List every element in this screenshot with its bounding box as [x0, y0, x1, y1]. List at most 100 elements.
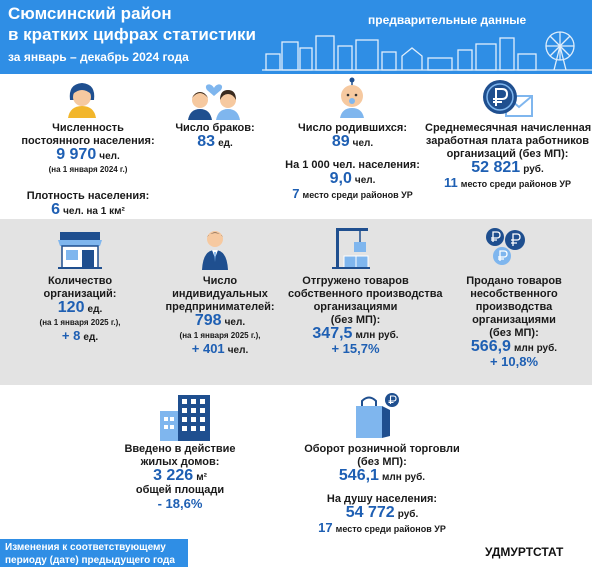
entrepreneurs-label-2: индивидуальных	[172, 288, 268, 300]
shipped-label-4: (без МП):	[330, 314, 381, 326]
entrepreneurs-change-unit: чел.	[227, 345, 249, 356]
ruble-coins-icon	[486, 228, 525, 265]
change-legend-line-2: периоду (дате) предыдущего года	[5, 555, 175, 566]
sold-change: + 10,8%	[489, 354, 539, 369]
retail-rank-value: 17	[318, 520, 333, 535]
salary-label-2: заработная плата работников	[425, 135, 590, 147]
entrepreneurs-note: (на 1 января 2025 г.),	[179, 331, 261, 340]
salary-label-1: Среднемесячная начисленная	[425, 122, 592, 134]
shipped-block: Отгружено товаров собственного производс…	[288, 275, 443, 357]
organizations-block: Количество организаций: 120 ед. (на 1 ян…	[10, 275, 150, 344]
sold-label-5: (без МП):	[489, 327, 539, 339]
salary-value: 52 821	[471, 159, 521, 176]
couple-heart-icon	[188, 84, 240, 120]
housing-unit: м²	[196, 472, 207, 483]
housing-change: - 18,6%	[157, 496, 203, 511]
housing-label-3: общей площади	[135, 484, 225, 496]
shipped-unit: млн руб.	[355, 330, 399, 341]
retail-block: Оборот розничной торговли (без МП): 546,…	[292, 443, 472, 536]
entrepreneurs-value: 798	[194, 312, 222, 329]
page-title: Сюмсинский район	[8, 4, 172, 23]
births-value: 89	[331, 133, 350, 150]
shopping-bag-icon	[356, 393, 399, 438]
sold-unit: млн руб.	[514, 343, 558, 354]
births-per1000-label: На 1 000 чел. населения:	[285, 159, 420, 171]
sold-label-2: несобственного	[470, 288, 558, 300]
entrepreneurs-label-3: предпринимателей:	[165, 301, 275, 313]
entrepreneurs-unit: чел.	[224, 317, 246, 328]
births-block: Число родившихся: 89 чел. На 1 000 чел. …	[280, 122, 425, 202]
city-skyline-icon	[262, 31, 592, 71]
housing-block: Введено в действие жилых домов: 3 226 м²…	[110, 443, 250, 512]
births-per1000-value: 9,0	[329, 170, 352, 187]
page-subtitle: в кратких цифрах статистики	[8, 25, 256, 44]
shipped-label-2: собственного производства	[288, 288, 443, 300]
density-value: 6	[51, 201, 61, 218]
housing-value: 3 226	[153, 467, 194, 484]
apartment-building-icon	[160, 395, 210, 441]
marriages-value: 83	[197, 133, 216, 150]
sold-label-1: Продано товаров	[466, 275, 562, 287]
density-label: Плотность населения:	[26, 190, 150, 202]
housing-label-1: Введено в действие	[124, 443, 236, 455]
baby-icon	[340, 77, 364, 118]
salary-block: Среднемесячная начисленная заработная пл…	[425, 122, 592, 191]
retail-percap-unit: руб.	[397, 509, 419, 520]
store-building-icon	[58, 232, 102, 269]
salary-rank-value: 11	[443, 175, 458, 190]
marriages-block: Число браков: 83 ед.	[160, 122, 270, 150]
retail-label-2: (без МП):	[357, 456, 407, 468]
retail-label-1: Оборот розничной торговли	[304, 443, 460, 455]
entrepreneurs-change: + 401	[191, 341, 225, 356]
shipped-label-3: организациями	[313, 301, 398, 313]
organizations-value: 120	[57, 299, 85, 316]
retail-unit: млн руб.	[382, 472, 426, 483]
retail-value: 546,1	[338, 467, 379, 484]
sold-label-3: производства	[475, 301, 553, 313]
change-legend-line-1: Изменения к соответствующему	[5, 542, 166, 553]
population-note: (на 1 января 2024 г.)	[48, 165, 128, 174]
population-label-1: Численность	[52, 122, 124, 134]
header-banner: Сюмсинский район в кратких цифрах статис…	[0, 0, 592, 74]
entrepreneurs-block: Число индивидуальных предпринимателей: 7…	[155, 275, 285, 357]
population-value: 9 970	[56, 146, 97, 163]
change-legend-note: Изменения к соответствующему периоду (да…	[0, 539, 188, 567]
sold-block: Продано товаров несобственного производс…	[440, 275, 588, 370]
births-label: Число родившихся:	[297, 122, 407, 134]
sold-label-4: организациями	[472, 314, 556, 326]
salary-unit: руб.	[523, 164, 544, 175]
births-rank-text: место среди районов УР	[302, 190, 413, 200]
births-per1000-unit: чел.	[354, 175, 376, 186]
salary-label-3: организаций (без МП):	[446, 148, 569, 160]
preliminary-label: предварительные данные	[368, 13, 527, 27]
retail-percap-label: На душу населения:	[326, 493, 438, 505]
ruble-coin-envelope-icon	[483, 80, 533, 117]
businessman-icon	[202, 231, 228, 270]
brand-logo-text: УДМУРТСТАТ	[485, 545, 564, 559]
organizations-label-2: организаций:	[43, 288, 117, 300]
organizations-note: (на 1 января 2025 г.),	[39, 318, 121, 327]
marriages-label: Число браков:	[175, 122, 255, 134]
organizations-change-unit: ед.	[83, 332, 99, 343]
births-unit: чел.	[352, 138, 374, 149]
density-unit: чел. на 1 км²	[63, 206, 125, 217]
woman-avatar-icon	[68, 83, 96, 118]
population-block: Численность постоянного населения: 9 970…	[8, 122, 168, 218]
period-label: за январь – декабрь 2024 года	[8, 50, 189, 64]
salary-rank-text: место среди районов УР	[460, 179, 571, 189]
births-rank-value: 7	[292, 186, 300, 201]
sold-value: 566,9	[470, 338, 511, 355]
shipped-label-1: Отгружено товаров	[302, 275, 409, 287]
entrepreneurs-label-1: Число	[202, 275, 238, 287]
shipped-value: 347,5	[312, 325, 353, 342]
organizations-label-1: Количество	[47, 275, 113, 287]
marriages-unit: ед.	[218, 138, 233, 149]
population-label-2: постоянного населения:	[21, 135, 155, 147]
population-unit: чел.	[99, 151, 120, 162]
organizations-unit: ед.	[87, 304, 103, 315]
organizations-change: + 8	[61, 328, 81, 343]
housing-label-2: жилых домов:	[140, 456, 220, 468]
crane-boxes-icon	[332, 228, 370, 269]
retail-rank-text: место среди районов УР	[335, 524, 446, 534]
shipped-change: + 15,7%	[331, 341, 380, 356]
